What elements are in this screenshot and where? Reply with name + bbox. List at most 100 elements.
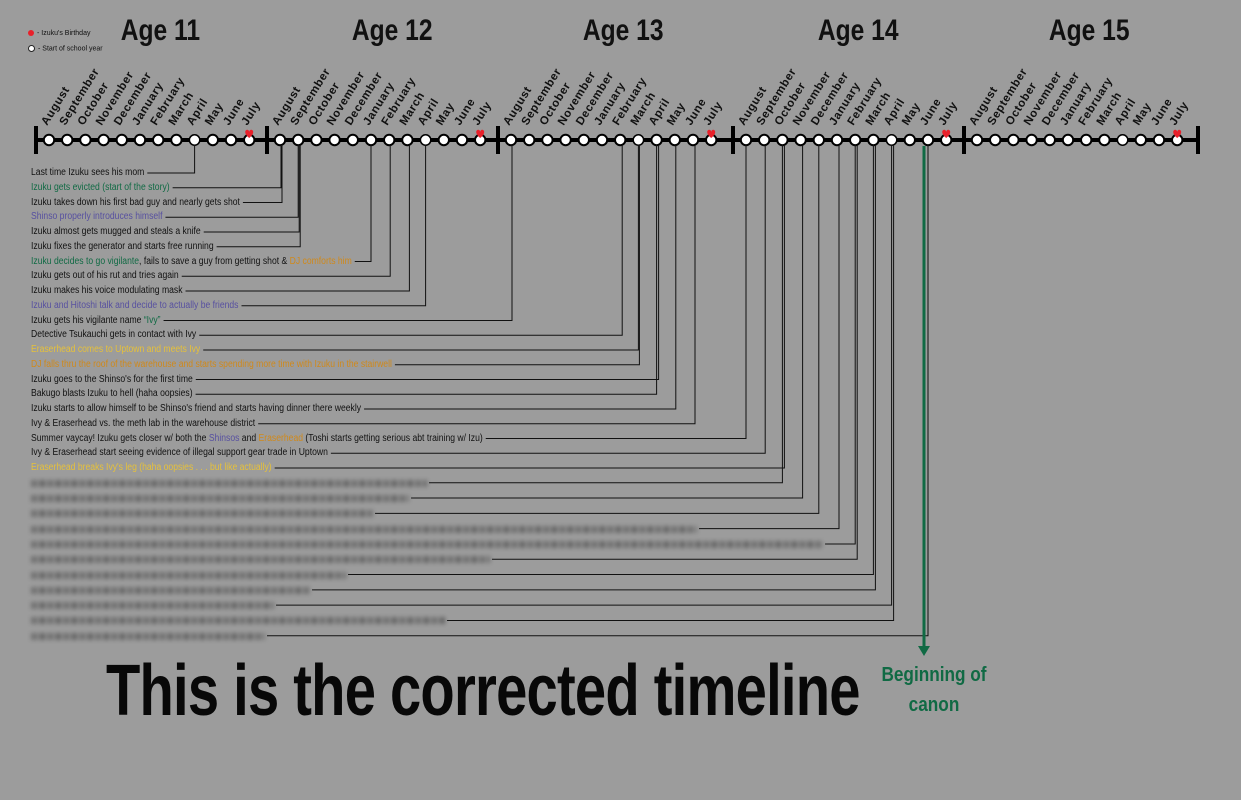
event-text: Izuku decides to go vigilante [31, 255, 140, 267]
event-connector [203, 145, 300, 233]
event-row: Shinso properly introduces himself [31, 210, 162, 224]
event-row: Izuku and Hitoshi talk and decide to act… [31, 299, 238, 313]
month-node [504, 133, 518, 147]
event-text: Izuku takes down his first bad guy and n… [31, 196, 240, 208]
event-text: Shinsos [208, 432, 240, 444]
month-node [812, 133, 825, 147]
event-row: Izuku takes down his first bad guy and n… [31, 196, 240, 210]
month-node [523, 133, 536, 147]
month-node [595, 133, 609, 147]
event-row: Izuku gets out of his rut and tries agai… [31, 269, 179, 283]
canon-label: Beginning of canon [870, 660, 997, 720]
month-node [42, 133, 56, 147]
event-connector [258, 145, 696, 425]
event-row: Detective Tsukauchi gets in contact with… [31, 328, 196, 342]
event-row: Ivy & Eraserhead vs. the meth lab in the… [31, 417, 255, 431]
event-text: and [239, 432, 259, 444]
blurred-event-text [31, 556, 490, 564]
month-node [989, 133, 1002, 147]
month-node [1007, 133, 1020, 147]
event-text: DJ comforts him [289, 255, 352, 267]
event-connector [172, 145, 282, 189]
event-row: Izuku decides to go vigilante, fails to … [31, 255, 352, 269]
event-text: Izuku almost gets mugged and steals a kn… [31, 226, 201, 237]
event-row: Summer vaycay! Izuku gets closer w/ both… [31, 432, 483, 446]
age-label: Age 11 [120, 14, 200, 47]
event-text: Izuku goes to the Shinso's for the first… [31, 373, 193, 385]
month-node [401, 133, 414, 147]
event-connector [216, 145, 301, 248]
event-text: Shinso properly introduces himself [31, 211, 163, 223]
event-row: Izuku almost gets mugged and steals a kn… [31, 225, 201, 239]
event-text: “Ivy” [143, 314, 161, 326]
age-label: Age 14 [817, 14, 899, 47]
month-node [1152, 133, 1166, 147]
school-year-dot-icon [28, 45, 35, 52]
event-row: Izuku starts to allow himself to be Shin… [31, 402, 361, 416]
event-connector [429, 145, 783, 484]
event-text: Last time Izuku sees his mom [31, 167, 145, 178]
month-node [794, 133, 807, 147]
event-row: Last time Izuku sees his mom [31, 166, 144, 180]
event-connector [411, 145, 804, 499]
school-year-node [632, 134, 645, 146]
month-node [614, 133, 627, 147]
event-row: Ivy & Eraserhead start seeing evidence o… [31, 446, 328, 460]
event-connector [195, 145, 658, 395]
age-label: Age 12 [351, 14, 433, 47]
footer-title: This is the corrected timeline [106, 651, 860, 731]
blurred-event-text [31, 617, 445, 625]
event-text: Izuku gets evicted (start of the story) [31, 181, 170, 193]
event-connector [364, 145, 677, 410]
event-connector [492, 145, 858, 560]
month-node [650, 133, 663, 147]
blurred-event-text [31, 602, 274, 610]
month-node [1025, 133, 1038, 147]
month-node [97, 133, 110, 147]
event-text: Izuku gets out of his rut and tries agai… [31, 270, 179, 282]
month-node [776, 133, 789, 147]
blurred-event-text [31, 571, 346, 579]
event-connector [485, 145, 747, 439]
event-row: Izuku gets his vigilante name “Ivy” [31, 314, 161, 328]
event-connector [242, 145, 283, 203]
month-node [867, 133, 880, 147]
event-text: DJ falls thru the roof of the warehouse … [31, 358, 392, 370]
month-node [739, 133, 753, 147]
month-node [346, 133, 359, 147]
month-node [758, 133, 771, 147]
event-text: Izuku gets his vigilante name [31, 314, 144, 326]
age-label: Age 13 [582, 14, 664, 47]
event-connector [267, 145, 929, 637]
event-text: Bakugo blasts Izuku to hell (haha oopsie… [31, 388, 193, 400]
event-connector [699, 145, 840, 530]
legend-school-year-label: - Start of school year [38, 45, 103, 53]
event-connector [241, 145, 427, 307]
month-node [79, 133, 92, 147]
event-text: Ivy & Eraserhead vs. the meth lab in the… [31, 417, 256, 429]
blurred-event-text [31, 510, 373, 518]
age-label: Age 15 [1048, 14, 1130, 47]
event-text: Detective Tsukauchi gets in contact with… [31, 329, 197, 341]
month-node [273, 133, 287, 147]
event-connector [447, 145, 895, 621]
event-text: Izuku makes his voice modulating mask [31, 285, 183, 296]
month-node [206, 133, 220, 147]
event-connector [348, 145, 874, 576]
month-node [686, 133, 700, 147]
event-row: Izuku makes his voice modulating mask [31, 284, 183, 298]
month-node [1134, 133, 1148, 147]
month-node [224, 133, 238, 147]
legend-school-year: - Start of school year [28, 45, 103, 52]
month-node [1043, 133, 1057, 147]
month-node [849, 133, 862, 147]
birthday-dot-icon [28, 30, 34, 37]
event-connector [181, 145, 391, 277]
event-text: Eraserhead [258, 432, 304, 444]
canon-label-line1: Beginning of [881, 664, 987, 686]
month-node [668, 133, 681, 147]
canon-arrow-head-icon [918, 646, 930, 656]
event-connector [274, 145, 785, 469]
month-node [1061, 133, 1075, 147]
